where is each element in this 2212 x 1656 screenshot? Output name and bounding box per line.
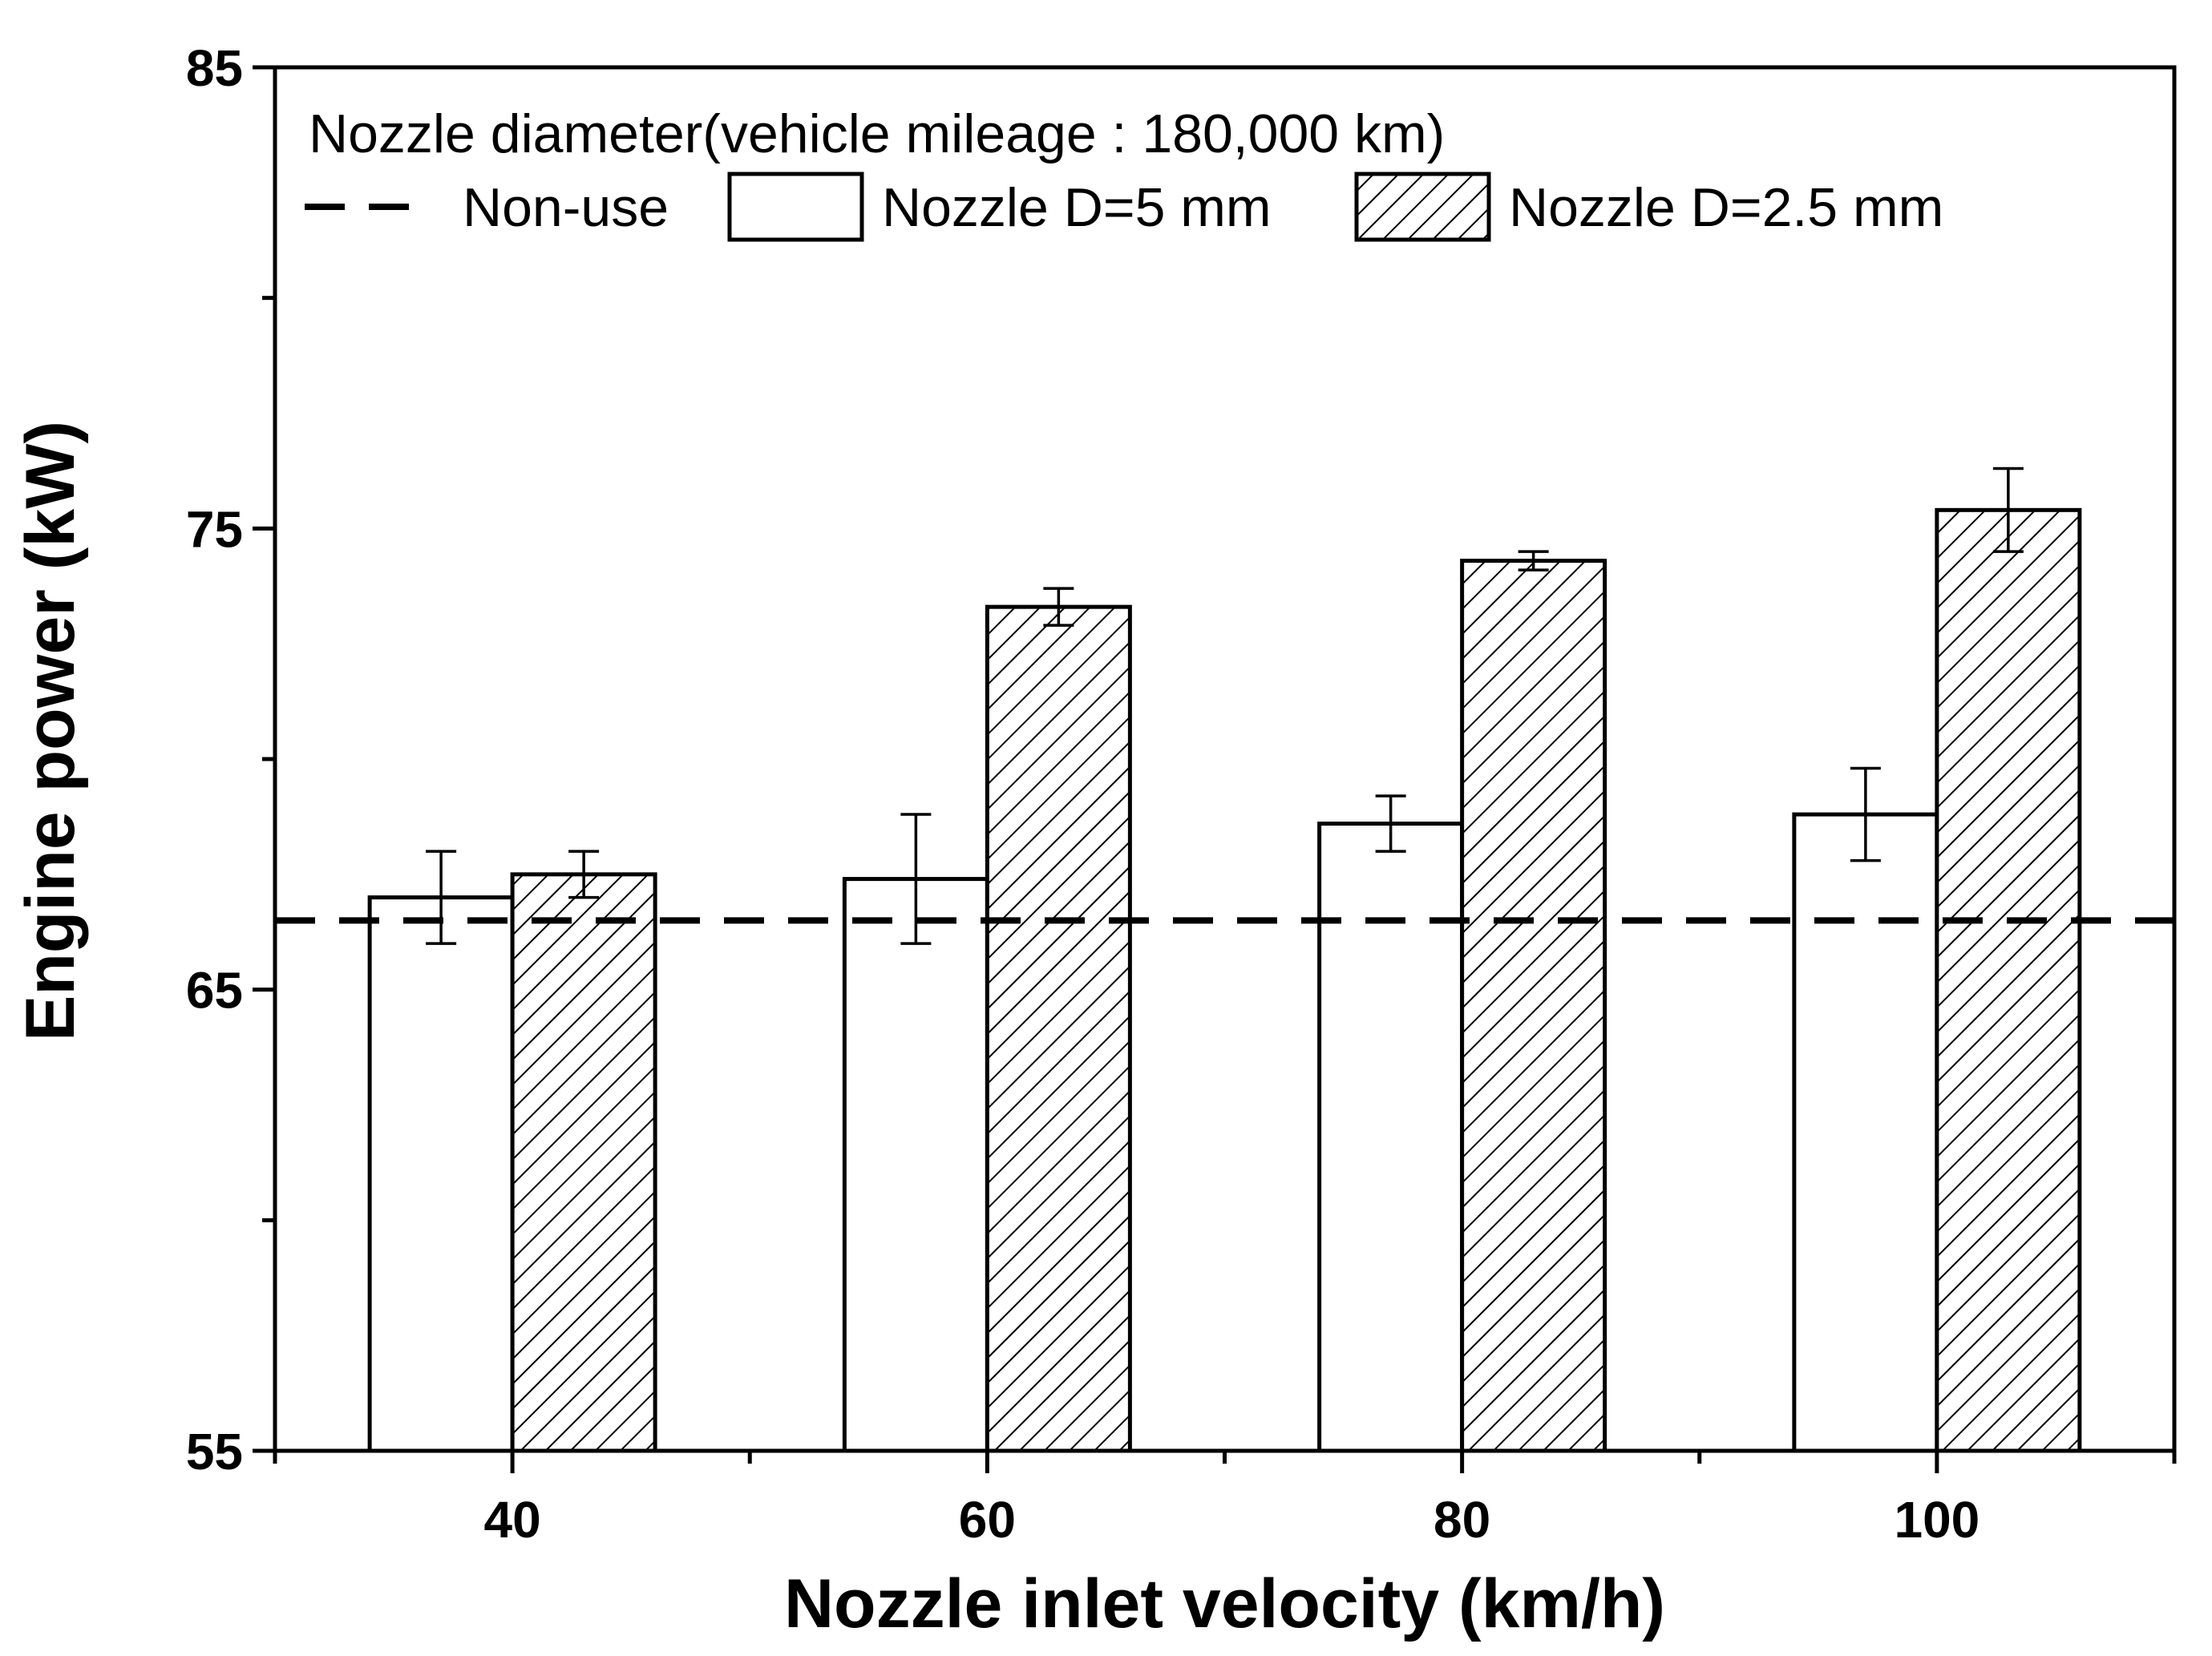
error-bar-nozzle-d-5-mm-40 (426, 850, 457, 945)
error-bar-nozzle-d-2-5-mm-100 (1992, 467, 2024, 553)
x-tick-label: 60 (959, 1491, 1016, 1549)
y-tick-label: 75 (186, 500, 243, 558)
bar-nozzle-d-5-mm-60 (842, 877, 989, 1453)
error-bar-nozzle-d-2-5-mm-60 (1043, 587, 1074, 627)
error-bar-nozzle-d-2-5-mm-80 (1518, 550, 1549, 572)
legend: Nozzle diameter(vehicle mileage : 180,00… (305, 103, 1943, 242)
legend-nozzle-5mm-label: Nozzle D=5 mm (882, 177, 1272, 238)
y-tick-label: 65 (186, 962, 243, 1020)
x-tick-label: 100 (1894, 1491, 1979, 1549)
y-tick-label: 85 (186, 39, 243, 97)
legend-title: Nozzle diameter(vehicle mileage : 180,00… (309, 103, 1445, 164)
bar-nozzle-d-2-5-mm-60 (985, 604, 1132, 1453)
bar-nozzle-d-5-mm-40 (367, 895, 515, 1453)
y-axis-title: Engine power (kW) (12, 421, 89, 1041)
error-bar-nozzle-d-5-mm-80 (1375, 794, 1406, 853)
x-tick-label: 40 (484, 1491, 541, 1549)
x-axis-title: Nozzle inlet velocity (km/h) (784, 1565, 1665, 1642)
error-bar-nozzle-d-5-mm-100 (1850, 766, 1881, 862)
bar-nozzle-d-2-5-mm-40 (510, 872, 657, 1453)
legend-nozzle-2-5mm-swatch (1354, 172, 1491, 242)
bar-nozzle-d-2-5-mm-100 (1935, 507, 2082, 1453)
bar-nozzle-d-5-mm-80 (1317, 822, 1465, 1453)
legend-nozzle-2-5mm-label: Nozzle D=2.5 mm (1509, 177, 1943, 238)
bar-nozzle-d-2-5-mm-80 (1460, 559, 1607, 1453)
error-bar-nozzle-d-5-mm-60 (900, 813, 932, 945)
y-tick-label: 55 (186, 1423, 243, 1480)
legend-nozzle-5mm-swatch (727, 172, 864, 242)
error-bar-nozzle-d-2-5-mm-40 (568, 850, 600, 899)
legend-non-use-label: Non-use (463, 177, 669, 238)
x-tick-label: 80 (1434, 1491, 1490, 1549)
bar-nozzle-d-5-mm-100 (1792, 812, 1939, 1453)
